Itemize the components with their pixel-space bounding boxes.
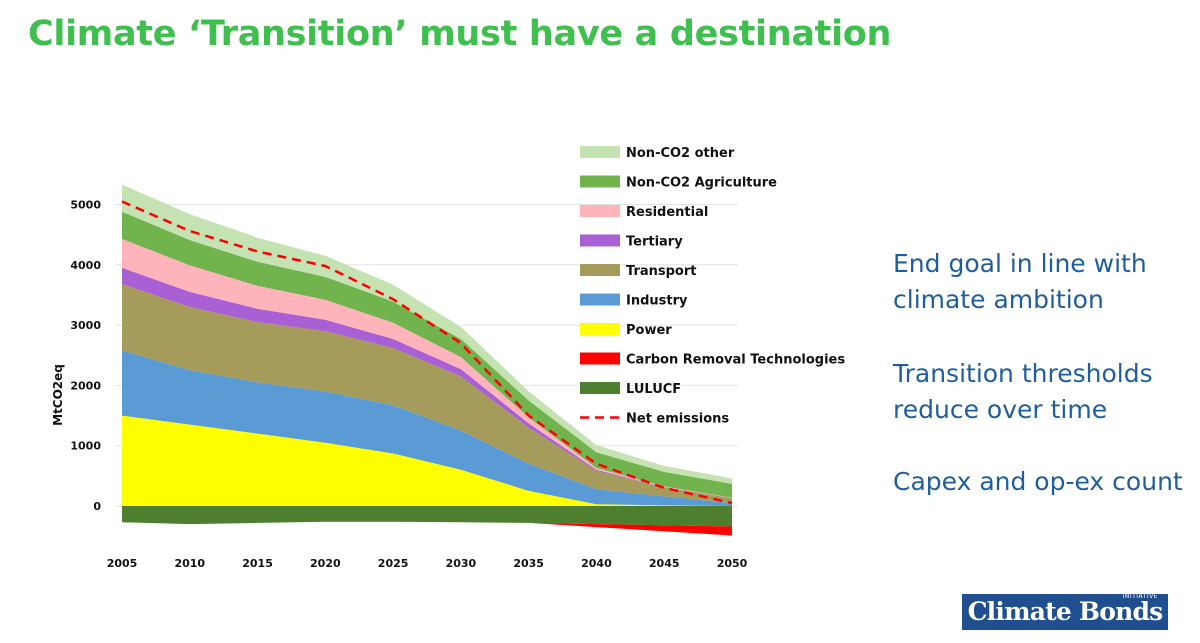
bullet-thresholds: Transition thresholds reduce over time — [893, 359, 1153, 424]
y-tick-label: 5000 — [70, 199, 101, 212]
legend-swatch — [580, 146, 620, 158]
legend-swatch — [580, 264, 620, 276]
x-tick-label: 2050 — [717, 557, 748, 570]
legend-label: Residential — [626, 205, 708, 220]
net-emissions-line — [121, 200, 733, 505]
y-tick-label: 3000 — [70, 319, 101, 332]
area-tertiary — [122, 267, 732, 499]
legend-item: Tertiary — [580, 234, 683, 250]
legend-item: Power — [580, 323, 672, 338]
area-power — [122, 415, 732, 506]
legend-label: Transport — [626, 264, 696, 279]
legend-swatch — [580, 352, 620, 365]
y-tick-label: 0 — [93, 500, 101, 513]
legend-swatch — [580, 323, 620, 335]
legend-label: LULUCF — [626, 382, 681, 397]
legend: Non-CO2 other Non-CO2 Agriculture Resident… — [580, 146, 845, 427]
slide-title: Climate ‘Transition’ must have a destina… — [28, 14, 892, 54]
legend-label: Industry — [626, 294, 688, 309]
legend-label: Carbon Removal Technologies — [626, 353, 845, 368]
climate-bonds-logo: Climate Bonds INITIATIVE — [962, 593, 1168, 630]
legend-swatch — [580, 382, 620, 394]
area-residential — [122, 238, 732, 498]
legend-label: Net emissions — [626, 412, 729, 427]
logo-subtext: INITIATIVE — [1122, 593, 1158, 600]
legend-label: Non-CO2 other — [626, 146, 735, 161]
x-tick-label: 2010 — [174, 557, 205, 570]
y-tick-labels: 0 1000 2000 3000 4000 5000 — [70, 199, 101, 514]
area-carbon-removal-technologies — [122, 521, 732, 536]
bullet-list: End goal in line with climate ambition T… — [893, 246, 1193, 538]
legend-item: Net emissions — [580, 412, 729, 427]
area-non-co2-other — [122, 184, 732, 484]
x-tick-label: 2025 — [378, 557, 409, 570]
y-tick-label: 4000 — [70, 259, 101, 272]
logo-text: Climate Bonds — [967, 597, 1164, 626]
legend-item: LULUCF — [580, 382, 681, 397]
bullet-capex: Capex and op-ex count — [893, 467, 1183, 496]
legend-item: Industry — [580, 293, 688, 309]
x-tick-label: 2035 — [513, 557, 544, 570]
x-tick-label: 2040 — [581, 557, 612, 570]
legend-label: Tertiary — [626, 235, 683, 250]
area-non-co2-agriculture — [122, 211, 732, 498]
legend-label: Power — [626, 323, 672, 338]
net-emissions-path — [121, 200, 733, 505]
legend-item: Residential — [580, 205, 708, 220]
x-tick-labels: 2005 2010 2015 2020 2025 2030 2035 2040 2045 2050 — [107, 557, 748, 570]
legend-item: Carbon Removal Technologies — [580, 352, 845, 368]
x-tick-label: 2020 — [310, 557, 341, 570]
legend-item: Transport — [580, 264, 696, 279]
legend-item: Non-CO2 other — [580, 146, 735, 161]
x-tick-label: 2015 — [242, 557, 273, 570]
legend-label: Non-CO2 Agriculture — [626, 176, 777, 191]
area-transport — [122, 284, 732, 503]
x-tick-label: 2030 — [446, 557, 477, 570]
area-lulucf — [122, 506, 732, 527]
legend-swatch — [580, 205, 620, 217]
y-tick-label: 1000 — [70, 440, 101, 453]
legend-swatch — [580, 175, 620, 188]
stacked-areas — [122, 184, 732, 536]
y-axis-label: MtCO2eq — [51, 364, 65, 426]
x-tick-label: 2005 — [107, 557, 138, 570]
legend-item: Non-CO2 Agriculture — [580, 175, 777, 191]
legend-swatch — [580, 293, 620, 306]
x-tick-label: 2045 — [649, 557, 680, 570]
bullet-end-goal: End goal in line with climate ambition — [893, 249, 1147, 314]
legend-swatch — [580, 234, 620, 247]
y-tick-label: 2000 — [70, 379, 101, 392]
area-industry — [122, 350, 732, 506]
